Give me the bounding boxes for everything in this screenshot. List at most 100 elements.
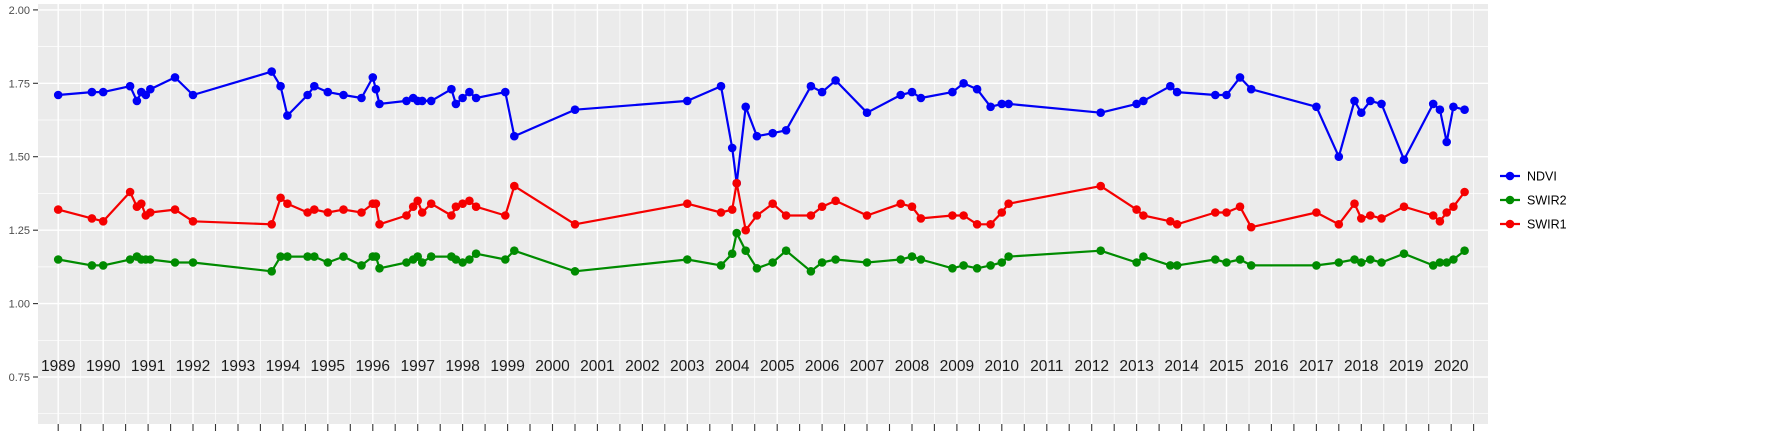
legend-item-SWIR2: SWIR2 [1500,194,1567,208]
data-point [806,211,816,220]
plot-panel [38,4,1488,424]
x-axis-label: 1996 [356,358,390,375]
data-point [1096,181,1105,191]
data-point [1377,214,1386,223]
data-point [768,199,777,208]
data-point [188,258,198,267]
data-point [426,96,436,106]
data-point [267,67,277,76]
data-point [303,252,312,261]
data-point [1435,105,1445,114]
y-axis-label: 1.50 [9,152,30,164]
data-point [752,264,762,273]
x-axis-label: 1999 [490,358,524,375]
data-point [357,208,366,217]
data-point [741,225,750,235]
y-axis-labels: 2.00 1.75 1.50 1.25 1.00 0.75 [9,5,30,384]
data-point [1366,211,1375,220]
data-point [831,255,840,264]
data-point [323,87,333,97]
data-point [570,105,580,114]
data-point [413,252,423,261]
data-point [959,211,968,220]
data-point [1442,208,1451,217]
data-point [451,202,461,211]
data-point [768,128,777,138]
series-line [57,182,1466,232]
data-point [1166,217,1175,226]
data-point [357,261,366,270]
data-point [339,205,348,214]
data-point [1139,211,1148,220]
data-point [465,196,474,206]
data-point [1449,202,1458,211]
data-point [732,178,741,188]
data-point [1442,258,1451,267]
x-axis-label: 2018 [1344,358,1378,375]
data-point [413,196,423,206]
data-point [417,258,427,267]
data-point [375,264,384,273]
data-point [471,249,481,258]
x-axis-label: 1993 [221,358,255,375]
data-point [1096,246,1105,255]
data-point [146,84,155,94]
data-point [997,99,1007,109]
data-point [510,181,519,191]
legend-item-NDVI: NDVI [1500,170,1557,184]
legend-key-point [1505,171,1515,181]
data-point [303,90,312,100]
data-point [781,211,791,220]
data-point [458,258,467,267]
series-line [57,70,1466,185]
data-point [986,220,995,229]
y-axis-label: 2.00 [9,5,30,17]
data-point [862,211,872,220]
legend-item-SWIR1: SWIR1 [1500,218,1567,232]
y-axis-label: 1.25 [9,225,30,237]
data-point [806,81,816,91]
data-point [458,199,467,208]
x-axis-label: 1992 [176,358,210,375]
data-point [1235,255,1245,264]
data-point [831,196,840,206]
data-point [1235,202,1245,211]
data-point [1350,255,1359,264]
data-point [948,264,957,273]
data-point [948,211,957,220]
data-point [806,267,816,276]
data-point [1172,261,1182,270]
x-axis-label: 2009 [940,358,974,375]
data-point [1460,246,1469,255]
data-point [768,258,777,267]
data-point [727,205,737,214]
data-point [997,208,1007,217]
x-axis-label: 2005 [760,358,794,375]
data-point [170,258,180,267]
data-point [501,211,510,220]
data-point [907,202,917,211]
data-point [371,199,381,208]
data-point [1460,187,1469,197]
data-point [87,87,97,97]
data-point [402,96,411,106]
data-point [817,258,827,267]
data-point [959,261,968,270]
data-point [1399,155,1409,164]
data-point [87,214,97,223]
data-point [1442,137,1451,147]
data-point [510,246,519,255]
data-point [125,81,135,91]
data-point [53,205,63,214]
data-point [1377,258,1386,267]
data-point [1435,217,1445,226]
data-point [267,220,277,229]
data-point [1222,208,1231,217]
data-point [451,99,461,109]
data-point [447,84,456,94]
data-point [1132,258,1141,267]
data-point [1428,211,1438,220]
data-point [1428,99,1438,109]
data-point [146,255,155,264]
